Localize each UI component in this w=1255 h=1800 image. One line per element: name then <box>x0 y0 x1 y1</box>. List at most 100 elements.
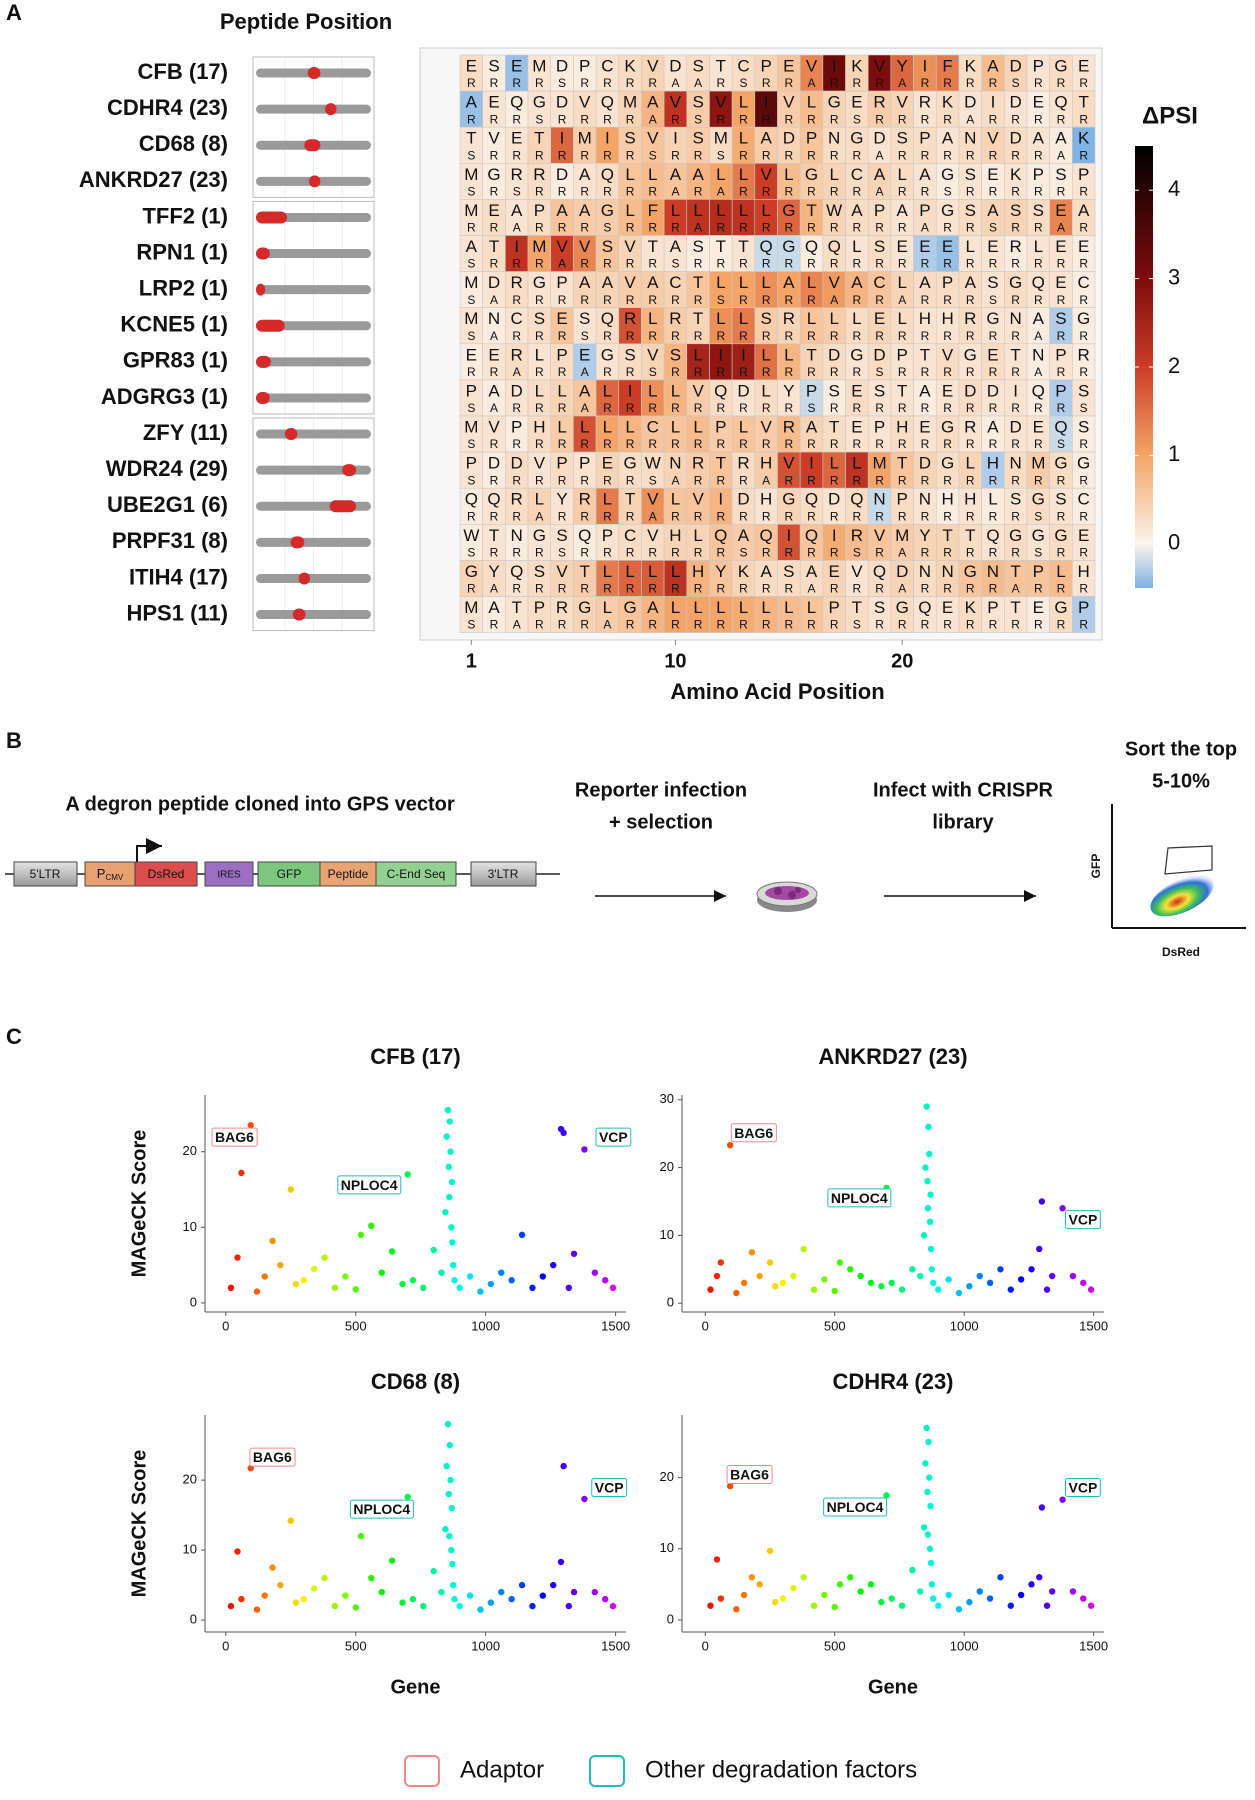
residue-sub: S <box>467 148 475 162</box>
residue: E <box>851 93 862 112</box>
scatter-point <box>442 1525 449 1533</box>
residue-sub: R <box>603 473 612 487</box>
residue: E <box>1078 526 1089 545</box>
residue: L <box>671 418 680 437</box>
residue: I <box>741 345 746 364</box>
residue-sub: R <box>966 437 975 451</box>
residue: L <box>761 598 770 617</box>
residue-sub: R <box>467 509 476 523</box>
residue: Q <box>760 526 773 545</box>
scatter-point <box>446 1532 453 1540</box>
residue-sub: R <box>807 112 816 126</box>
residue: C <box>647 418 659 437</box>
residue: L <box>897 273 906 292</box>
residue-sub: S <box>989 293 997 307</box>
residue: A <box>874 165 886 184</box>
residue: P <box>1078 165 1089 184</box>
residue-sub: R <box>490 509 499 523</box>
residue-sub: S <box>467 257 475 271</box>
residue: S <box>488 57 499 76</box>
residue-sub: R <box>1079 546 1088 560</box>
residue: L <box>761 345 770 364</box>
residue: L <box>693 526 702 545</box>
residue-sub: R <box>762 221 771 235</box>
peptide-span <box>256 211 288 224</box>
residue: S <box>1010 201 1021 220</box>
x-tick-label: 500 <box>824 1638 846 1653</box>
residue-sub: R <box>1057 582 1066 596</box>
scatter-point <box>227 1602 235 1610</box>
residue: Q <box>805 237 818 256</box>
scatter-point <box>1087 1602 1095 1609</box>
residue: M <box>464 418 478 437</box>
residue: V <box>760 165 772 184</box>
residue-sub: R <box>921 76 930 90</box>
residue-sub: R <box>535 221 544 235</box>
residue-sub: R <box>807 257 816 271</box>
residue: G <box>1054 57 1067 76</box>
x-tick-label: 0 <box>702 1638 709 1653</box>
scatter-point <box>945 1276 952 1283</box>
residue-sub: R <box>558 112 567 126</box>
residue-sub: R <box>989 401 998 415</box>
residue-sub: A <box>898 546 906 560</box>
residue: L <box>739 201 748 220</box>
residue-sub: R <box>966 293 975 307</box>
residue-sub: R <box>512 509 521 523</box>
residue-sub: R <box>535 401 544 415</box>
scatter-point <box>247 1122 254 1129</box>
residue: I <box>1013 381 1018 400</box>
residue: G <box>782 201 795 220</box>
residue: G <box>1032 526 1045 545</box>
scatter-point <box>466 1592 474 1599</box>
residue: H <box>692 562 704 581</box>
scatter-point <box>253 1606 261 1613</box>
residue-sub: R <box>853 185 862 199</box>
scatter-point <box>857 1588 864 1595</box>
residue: T <box>852 598 862 617</box>
residue-sub: A <box>808 582 816 596</box>
scatter-point <box>810 1602 818 1609</box>
residue: N <box>511 526 523 545</box>
residue-sub: S <box>467 329 475 343</box>
residue-sub: R <box>671 293 680 307</box>
residue: I <box>718 490 723 509</box>
residue-sub: R <box>1034 437 1043 451</box>
residue-sub: R <box>648 401 657 415</box>
scatter-point <box>570 1588 578 1596</box>
residue: T <box>693 309 703 328</box>
residue-sub: R <box>671 148 680 162</box>
residue-sub: A <box>671 76 679 90</box>
residue-sub: R <box>807 329 816 343</box>
protein-bar <box>256 249 371 259</box>
residue-sub: R <box>1011 112 1020 126</box>
residue: Q <box>1054 93 1067 112</box>
y-tick-label: 20 <box>183 1143 197 1158</box>
residue-sub: R <box>989 618 998 632</box>
residue-sub: R <box>648 546 657 560</box>
residue: R <box>737 454 749 473</box>
vector-element: GFP <box>277 867 302 881</box>
residue: E <box>556 309 567 328</box>
residue-sub: A <box>694 76 702 90</box>
scatter-point <box>821 1276 828 1283</box>
x-tick-label: 0 <box>222 1638 229 1653</box>
residue-sub: R <box>989 546 998 560</box>
residue: E <box>1055 273 1066 292</box>
y-tick-label: 20 <box>660 1159 674 1174</box>
residue: A <box>579 381 591 400</box>
scatter-point <box>368 1574 375 1582</box>
residue-sub: R <box>694 148 703 162</box>
residue: F <box>942 57 952 76</box>
residue-sub: S <box>467 293 475 307</box>
scatter-point <box>713 1272 721 1280</box>
residue: E <box>919 418 930 437</box>
scatter-point <box>609 1602 617 1610</box>
scatter-point <box>922 1460 929 1467</box>
scatter-point <box>292 1280 300 1288</box>
residue-sub: R <box>898 509 907 523</box>
residue: L <box>897 309 906 328</box>
scatter-point <box>1087 1286 1095 1293</box>
residue: E <box>1033 598 1044 617</box>
annotation-box <box>337 1175 402 1195</box>
